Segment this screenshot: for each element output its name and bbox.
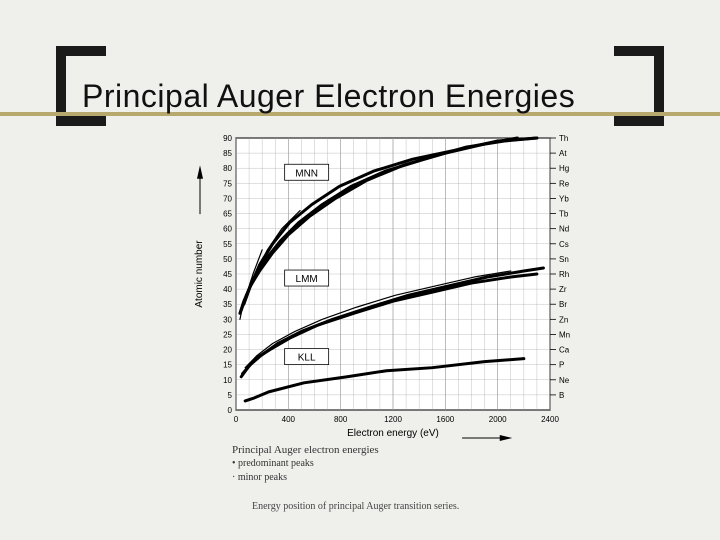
legend-row: • predominant peaks (232, 458, 379, 470)
svg-text:Yb: Yb (559, 194, 569, 203)
svg-text:B: B (559, 391, 564, 400)
svg-text:800: 800 (334, 415, 348, 424)
svg-text:30: 30 (223, 315, 232, 324)
svg-text:MNN: MNN (295, 168, 318, 179)
svg-text:Mn: Mn (559, 330, 570, 339)
svg-text:P: P (559, 361, 564, 370)
svg-text:50: 50 (223, 255, 232, 264)
svg-text:Re: Re (559, 179, 570, 188)
slide-title: Principal Auger Electron Energies (82, 78, 575, 115)
legend-marker: • (232, 458, 236, 469)
svg-text:90: 90 (223, 134, 232, 143)
svg-text:35: 35 (223, 300, 232, 309)
svg-text:20: 20 (223, 346, 232, 355)
legend: Principal Auger electron energies • pred… (232, 444, 379, 484)
svg-text:Cs: Cs (559, 240, 569, 249)
svg-text:5: 5 (228, 391, 233, 400)
legend-text: predominant peaks (238, 458, 314, 469)
svg-text:0: 0 (228, 406, 233, 415)
svg-text:0: 0 (234, 415, 239, 424)
svg-text:Zr: Zr (559, 285, 567, 294)
svg-text:Zn: Zn (559, 315, 568, 324)
svg-text:40: 40 (223, 285, 232, 294)
svg-text:Nd: Nd (559, 225, 569, 234)
svg-text:70: 70 (223, 194, 232, 203)
svg-text:LMM: LMM (296, 274, 318, 285)
svg-text:Ca: Ca (559, 346, 570, 355)
legend-title: Principal Auger electron energies (232, 444, 379, 456)
svg-text:At: At (559, 149, 567, 158)
svg-text:Th: Th (559, 134, 568, 143)
svg-text:2400: 2400 (541, 415, 559, 424)
svg-text:1200: 1200 (384, 415, 402, 424)
svg-text:65: 65 (223, 210, 232, 219)
svg-text:Rh: Rh (559, 270, 569, 279)
chart-svg: 0 400 800 1200 1600 2000 2400 0 5 10 15 20 25 30 35 40 4… (188, 132, 588, 452)
svg-text:80: 80 (223, 164, 232, 173)
legend-text: minor peaks (238, 472, 287, 483)
svg-text:Electron energy (eV): Electron energy (eV) (347, 428, 439, 439)
auger-chart: 0 400 800 1200 1600 2000 2400 0 5 10 15 20 25 30 35 40 4… (188, 132, 588, 480)
svg-text:85: 85 (223, 149, 232, 158)
svg-text:400: 400 (282, 415, 296, 424)
svg-text:75: 75 (223, 179, 232, 188)
figure-caption: Energy position of principal Auger trans… (252, 501, 459, 512)
legend-marker: · (232, 472, 235, 483)
svg-text:Atomic number: Atomic number (194, 240, 205, 308)
svg-text:55: 55 (223, 240, 232, 249)
svg-text:25: 25 (223, 330, 232, 339)
svg-text:Hg: Hg (559, 164, 569, 173)
svg-text:10: 10 (223, 376, 232, 385)
svg-text:45: 45 (223, 270, 232, 279)
svg-text:Tb: Tb (559, 210, 569, 219)
legend-row: · minor peaks (232, 472, 379, 484)
svg-text:Br: Br (559, 300, 567, 309)
svg-text:60: 60 (223, 225, 232, 234)
svg-text:Ne: Ne (559, 376, 570, 385)
svg-text:1600: 1600 (436, 415, 454, 424)
svg-text:15: 15 (223, 361, 232, 370)
svg-text:KLL: KLL (298, 353, 316, 364)
svg-text:Sn: Sn (559, 255, 569, 264)
svg-text:2000: 2000 (489, 415, 507, 424)
